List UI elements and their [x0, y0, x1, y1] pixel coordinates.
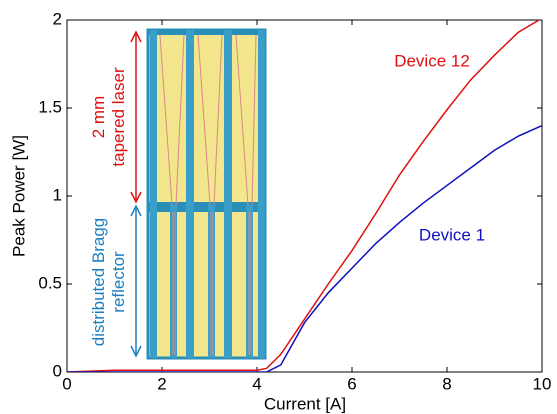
y-tick-label: 1.5	[38, 97, 62, 116]
annotation-arrows	[131, 32, 141, 356]
annotation-line: tapered laser	[109, 67, 128, 167]
y-tick-label: 0	[53, 361, 62, 380]
x-tick-label: 6	[347, 374, 356, 393]
inset-image	[148, 30, 265, 358]
x-tick-label: 0	[62, 374, 71, 393]
y-tick-label: 0.5	[38, 273, 62, 292]
annotation: 2 mmtapered laser	[89, 67, 128, 167]
series-label: Device 1	[419, 225, 485, 244]
annotation-line: distributed Bragg	[89, 218, 108, 347]
x-tick-label: 10	[533, 374, 552, 393]
line-series	[67, 18, 542, 372]
line-series	[67, 126, 542, 372]
annotation: distributed Braggreflector	[89, 218, 128, 347]
y-tick-label: 2	[53, 9, 62, 28]
annotation-line: reflector	[109, 251, 128, 313]
y-axis-label: Peak Power [W]	[9, 135, 28, 257]
x-tick-label: 8	[442, 374, 451, 393]
annotation-line: 2 mm	[89, 96, 108, 139]
x-tick-label: 2	[157, 374, 166, 393]
chart: Current [A] Peak Power [W] 0 2 4 6 8 10 0 0.5 1 1…	[0, 0, 557, 414]
series-label: Device 12	[394, 51, 470, 70]
x-axis-label: Current [A]	[264, 394, 346, 413]
x-tick-label: 4	[252, 374, 261, 393]
y-tick-label: 1	[53, 185, 62, 204]
